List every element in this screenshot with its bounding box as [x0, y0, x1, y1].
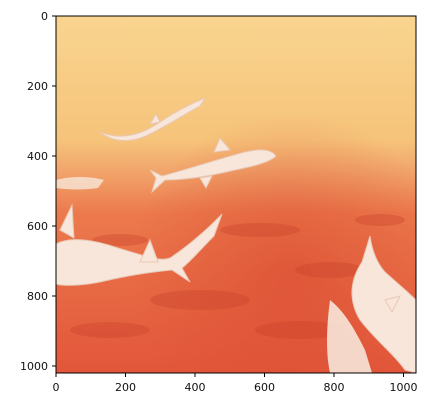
- shark-small-upper: [99, 96, 207, 141]
- y-tick-label: 600: [27, 220, 48, 233]
- y-tick-label: 0: [41, 10, 48, 23]
- y-axis: 0 200 400 600 800 1000: [20, 10, 56, 373]
- shark-large-left: [56, 203, 223, 286]
- x-tick-label: 0: [53, 381, 60, 394]
- shark-bottom-right: [327, 300, 372, 373]
- x-tick-label: 800: [324, 381, 345, 394]
- photo-area: [56, 16, 416, 373]
- axes-frame: [55, 15, 417, 374]
- x-tick-label: 400: [185, 381, 206, 394]
- x-tick-label: 1000: [390, 381, 418, 394]
- x-tick-label: 200: [115, 381, 136, 394]
- y-tick-label: 800: [27, 290, 48, 303]
- shark-small-left: [56, 177, 104, 190]
- shark-middle: [149, 137, 277, 194]
- x-axis: 0 200 400 600 800 1000: [53, 373, 418, 394]
- y-tick-label: 200: [27, 80, 48, 93]
- y-tick-label: 400: [27, 150, 48, 163]
- x-tick-label: 600: [254, 381, 275, 394]
- y-tick-label: 1000: [20, 360, 48, 373]
- shark-right: [351, 235, 416, 373]
